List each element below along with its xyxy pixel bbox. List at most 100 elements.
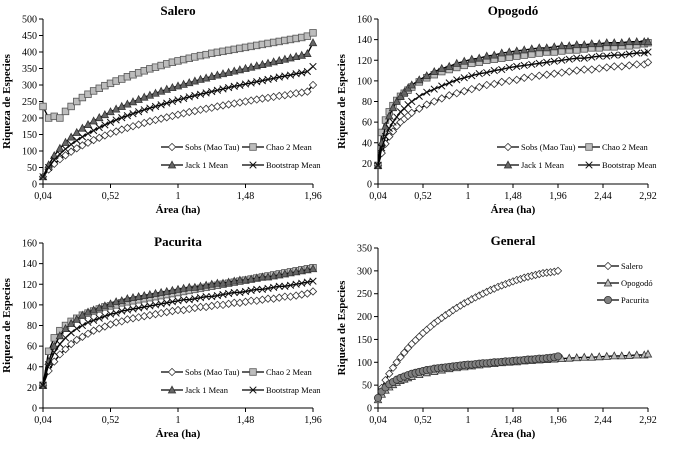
y-tick-label: 100 bbox=[22, 147, 37, 158]
chart-title: Pacurita bbox=[154, 234, 202, 249]
data-point bbox=[557, 41, 567, 50]
data-point bbox=[61, 323, 70, 332]
data-point bbox=[140, 303, 148, 311]
legend-marker bbox=[167, 160, 177, 169]
legend-marker bbox=[604, 295, 613, 304]
data-point bbox=[308, 80, 318, 90]
data-point bbox=[617, 351, 627, 360]
legend-label: Jack 1 Mean bbox=[185, 160, 229, 170]
data-point bbox=[196, 294, 205, 302]
data-point bbox=[588, 53, 596, 61]
data-point bbox=[55, 331, 65, 340]
data-point bbox=[179, 94, 188, 103]
data-point bbox=[292, 280, 300, 288]
x-tick-label: 1,48 bbox=[504, 415, 522, 426]
data-point bbox=[196, 302, 205, 312]
legend-label: Bootstrap Mean bbox=[266, 160, 321, 170]
y-tick-label: 60 bbox=[362, 118, 372, 129]
data-point bbox=[84, 318, 92, 327]
y-tick-label: 400 bbox=[22, 48, 37, 59]
data-point bbox=[429, 66, 439, 75]
data-point bbox=[553, 266, 563, 276]
data-point bbox=[558, 56, 566, 64]
data-point bbox=[280, 269, 290, 278]
y-axis-label: Riqueza de Especies bbox=[1, 277, 13, 372]
data-point bbox=[505, 63, 513, 72]
series-0 bbox=[373, 58, 653, 170]
data-point bbox=[423, 88, 431, 96]
data-point bbox=[603, 52, 611, 60]
series-2 bbox=[373, 352, 563, 402]
data-point bbox=[625, 50, 633, 58]
data-point bbox=[56, 114, 64, 122]
data-point bbox=[123, 99, 132, 108]
x-tick-label: 1 bbox=[176, 415, 181, 426]
data-point bbox=[191, 91, 199, 100]
data-point bbox=[389, 118, 397, 126]
data-point bbox=[72, 127, 82, 136]
data-point bbox=[378, 144, 386, 152]
data-point bbox=[128, 97, 138, 106]
data-point bbox=[610, 51, 618, 59]
x-tick-label: 2,92 bbox=[639, 415, 657, 426]
data-point bbox=[610, 62, 619, 71]
data-point bbox=[61, 107, 70, 116]
data-point bbox=[269, 271, 278, 280]
data-point bbox=[163, 99, 171, 107]
y-tick-label: 80 bbox=[27, 321, 37, 332]
data-point bbox=[258, 77, 267, 85]
y-tick-label: 160 bbox=[357, 15, 372, 26]
data-point bbox=[146, 104, 154, 112]
chart-panel-1: Opogodó 0 20 40 60 80 100 120 140 160 0,04 0,52 1 1,4… bbox=[336, 3, 657, 216]
data-point bbox=[392, 96, 402, 105]
data-point bbox=[396, 353, 405, 362]
data-point bbox=[168, 285, 177, 294]
data-point bbox=[292, 70, 300, 78]
y-tick-label: 200 bbox=[22, 114, 37, 125]
data-point bbox=[407, 108, 416, 118]
data-point bbox=[39, 381, 47, 389]
data-point bbox=[111, 104, 121, 113]
data-point bbox=[224, 277, 233, 286]
data-point bbox=[151, 115, 160, 125]
data-point bbox=[550, 57, 558, 65]
data-point bbox=[602, 38, 612, 47]
x-tick-label: 2,44 bbox=[594, 415, 612, 426]
data-point bbox=[78, 133, 87, 141]
data-point bbox=[129, 305, 137, 313]
data-point bbox=[399, 87, 409, 96]
data-point bbox=[89, 135, 98, 145]
x-axis-label: Área (ha) bbox=[491, 204, 536, 216]
data-point bbox=[467, 84, 476, 94]
data-point bbox=[201, 280, 211, 289]
data-point bbox=[112, 309, 120, 317]
y-axis-label: Riqueza de Especies bbox=[1, 53, 13, 148]
data-point bbox=[72, 314, 82, 323]
legend: Sobs (Mao Tau) Chao 2 Mean Jack 1 Mean Boot… bbox=[161, 367, 321, 395]
data-point bbox=[50, 348, 58, 356]
data-point bbox=[579, 40, 589, 49]
data-point bbox=[61, 145, 70, 153]
data-point bbox=[490, 66, 498, 75]
data-point bbox=[241, 287, 250, 296]
data-point bbox=[140, 106, 148, 114]
data-point bbox=[111, 297, 121, 306]
data-point bbox=[95, 314, 103, 322]
data-point bbox=[191, 295, 199, 303]
data-point bbox=[202, 89, 210, 97]
data-point bbox=[617, 38, 627, 47]
legend-marker bbox=[503, 160, 513, 169]
data-point bbox=[392, 358, 401, 367]
data-point bbox=[291, 267, 301, 276]
data-point bbox=[303, 265, 312, 274]
y-axis-label: Riqueza de Especies bbox=[336, 53, 348, 148]
data-point bbox=[174, 297, 182, 305]
y-tick-label: 0 bbox=[367, 404, 372, 415]
x-tick-label: 2,44 bbox=[594, 191, 612, 202]
data-point bbox=[550, 69, 559, 78]
data-point bbox=[66, 132, 76, 141]
data-point bbox=[393, 113, 401, 121]
data-point bbox=[235, 275, 245, 284]
data-point bbox=[134, 291, 143, 301]
data-point bbox=[624, 350, 634, 359]
